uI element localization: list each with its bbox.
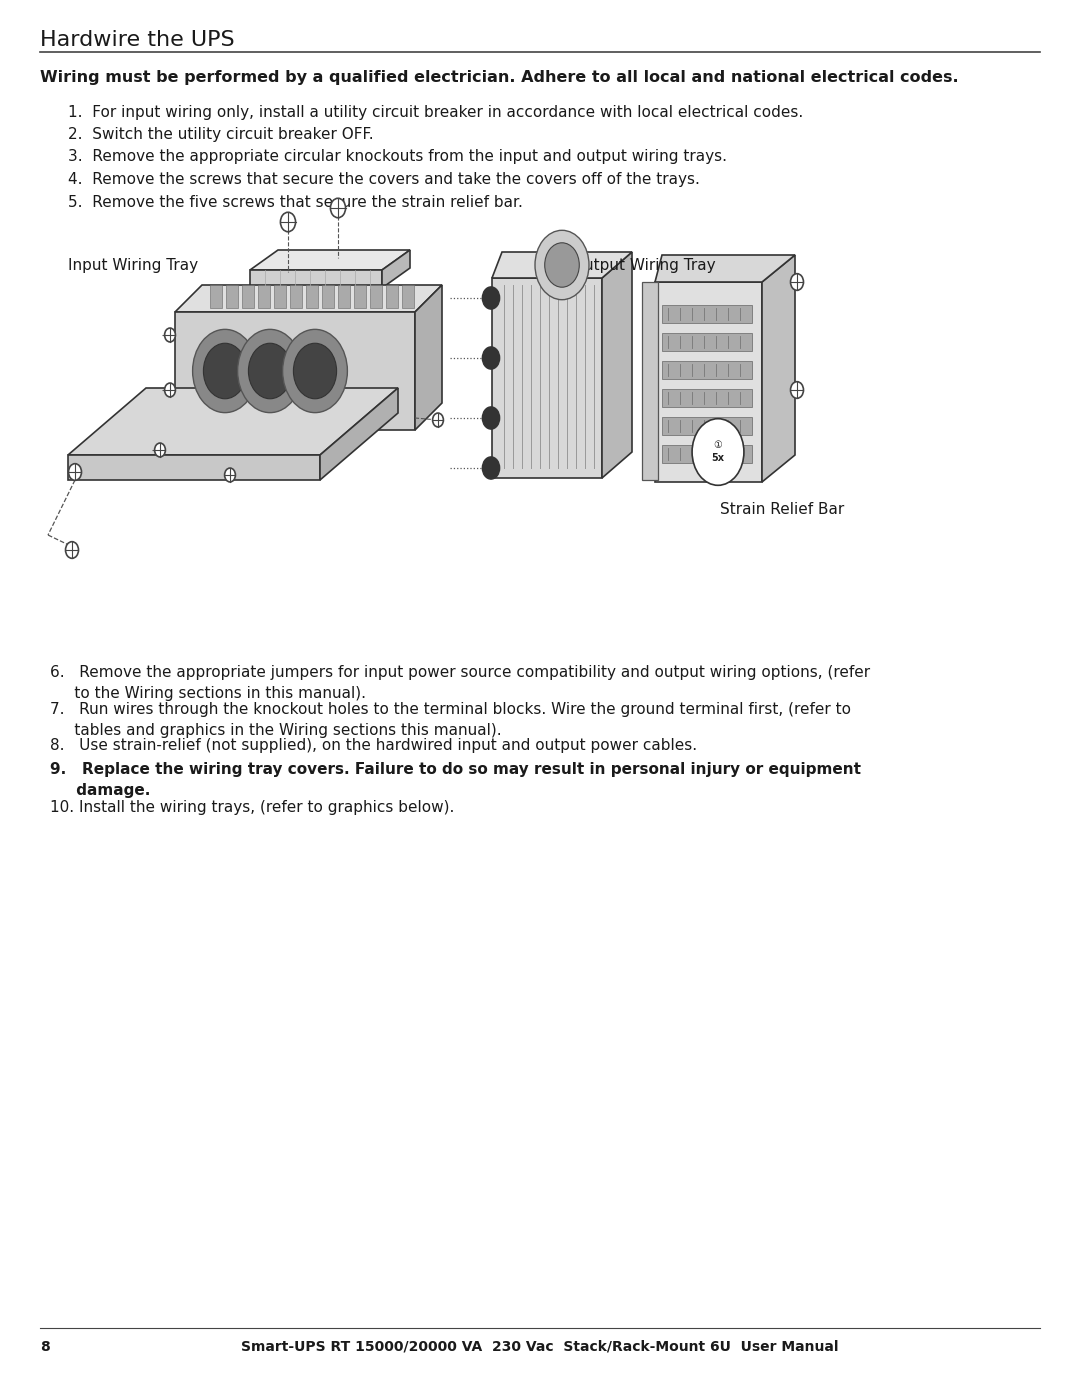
Polygon shape [654, 282, 762, 482]
Circle shape [238, 329, 302, 412]
Circle shape [535, 230, 589, 300]
Polygon shape [68, 389, 399, 455]
Circle shape [330, 198, 346, 218]
Text: 4.  Remove the screws that secure the covers and take the covers off of the tray: 4. Remove the screws that secure the cov… [68, 172, 700, 187]
Polygon shape [249, 271, 382, 287]
Circle shape [483, 287, 500, 310]
Polygon shape [662, 446, 752, 464]
Text: ①: ① [714, 440, 723, 450]
Polygon shape [602, 253, 632, 477]
Polygon shape [258, 285, 270, 308]
Circle shape [225, 468, 235, 482]
Polygon shape [402, 285, 414, 308]
Polygon shape [338, 285, 350, 308]
Polygon shape [249, 250, 410, 271]
Circle shape [692, 419, 744, 486]
Polygon shape [415, 285, 442, 430]
Text: 9.   Replace the wiring tray covers. Failure to do so may result in personal inj: 9. Replace the wiring tray covers. Failu… [50, 762, 861, 777]
Circle shape [164, 328, 175, 341]
Text: Input Wiring Tray: Input Wiring Tray [68, 258, 198, 273]
Polygon shape [662, 305, 752, 323]
Polygon shape [322, 285, 334, 308]
Text: damage.: damage. [50, 783, 150, 798]
Polygon shape [274, 285, 286, 308]
Polygon shape [662, 361, 752, 379]
Polygon shape [662, 389, 752, 407]
Circle shape [154, 443, 165, 457]
Polygon shape [175, 285, 442, 312]
Polygon shape [320, 389, 399, 480]
Text: to the Wiring sections in this manual).: to the Wiring sections in this manual). [50, 686, 366, 701]
Polygon shape [386, 285, 399, 308]
Polygon shape [306, 285, 318, 308]
Polygon shape [492, 278, 602, 477]
Text: 5.  Remove the five screws that secure the strain relief bar.: 5. Remove the five screws that secure th… [68, 194, 523, 210]
Circle shape [281, 212, 296, 232]
Text: 10. Install the wiring trays, (refer to graphics below).: 10. Install the wiring trays, (refer to … [50, 799, 455, 815]
Text: 8: 8 [40, 1339, 50, 1355]
Polygon shape [762, 255, 795, 482]
Circle shape [283, 329, 348, 412]
Polygon shape [662, 416, 752, 434]
Text: 6.   Remove the appropriate jumpers for input power source compatibility and out: 6. Remove the appropriate jumpers for in… [50, 665, 870, 680]
Circle shape [433, 414, 444, 428]
Polygon shape [642, 282, 658, 480]
Circle shape [483, 407, 500, 429]
Polygon shape [382, 250, 410, 287]
Text: Smart-UPS RT 15000/20000 VA  230 Vac  Stack/Rack-Mount 6U  User Manual: Smart-UPS RT 15000/20000 VA 230 Vac Stac… [241, 1339, 839, 1355]
Circle shape [483, 457, 500, 479]
Text: 7.   Run wires through the knockout holes to the terminal blocks. Wire the groun: 7. Run wires through the knockout holes … [50, 702, 851, 718]
Polygon shape [68, 455, 320, 480]
Polygon shape [210, 285, 222, 308]
Circle shape [66, 541, 79, 558]
Circle shape [68, 464, 81, 480]
Text: Hardwire the UPS: Hardwire the UPS [40, 31, 234, 50]
Circle shape [483, 347, 500, 369]
Text: tables and graphics in the Wiring sections this manual).: tables and graphics in the Wiring sectio… [50, 723, 501, 738]
Polygon shape [226, 285, 238, 308]
Circle shape [544, 243, 579, 287]
Circle shape [203, 343, 246, 398]
Text: 3.  Remove the appropriate circular knockouts from the input and output wiring t: 3. Remove the appropriate circular knock… [68, 149, 727, 164]
Circle shape [248, 343, 292, 398]
Polygon shape [175, 312, 415, 430]
Polygon shape [370, 285, 382, 308]
Circle shape [294, 343, 337, 398]
Text: Output Wiring Tray: Output Wiring Tray [572, 258, 716, 273]
Text: Strain Relief Bar: Strain Relief Bar [720, 502, 845, 516]
Polygon shape [291, 285, 302, 308]
Polygon shape [492, 253, 632, 278]
Text: 8.   Use strain-relief (not supplied), on the hardwired input and output power c: 8. Use strain-relief (not supplied), on … [50, 738, 697, 754]
Circle shape [192, 329, 257, 412]
Circle shape [164, 383, 175, 397]
Text: 1.  For input wiring only, install a utility circuit breaker in accordance with : 1. For input wiring only, install a util… [68, 105, 804, 119]
Text: 2.  Switch the utility circuit breaker OFF.: 2. Switch the utility circuit breaker OF… [68, 126, 374, 142]
Text: Wiring must be performed by a qualified electrician. Adhere to all local and nat: Wiring must be performed by a qualified … [40, 69, 959, 85]
Text: 5x: 5x [712, 452, 725, 464]
Polygon shape [242, 285, 254, 308]
Circle shape [791, 382, 804, 398]
Polygon shape [654, 255, 795, 282]
Polygon shape [662, 333, 752, 351]
Circle shape [791, 273, 804, 290]
Polygon shape [354, 285, 366, 308]
